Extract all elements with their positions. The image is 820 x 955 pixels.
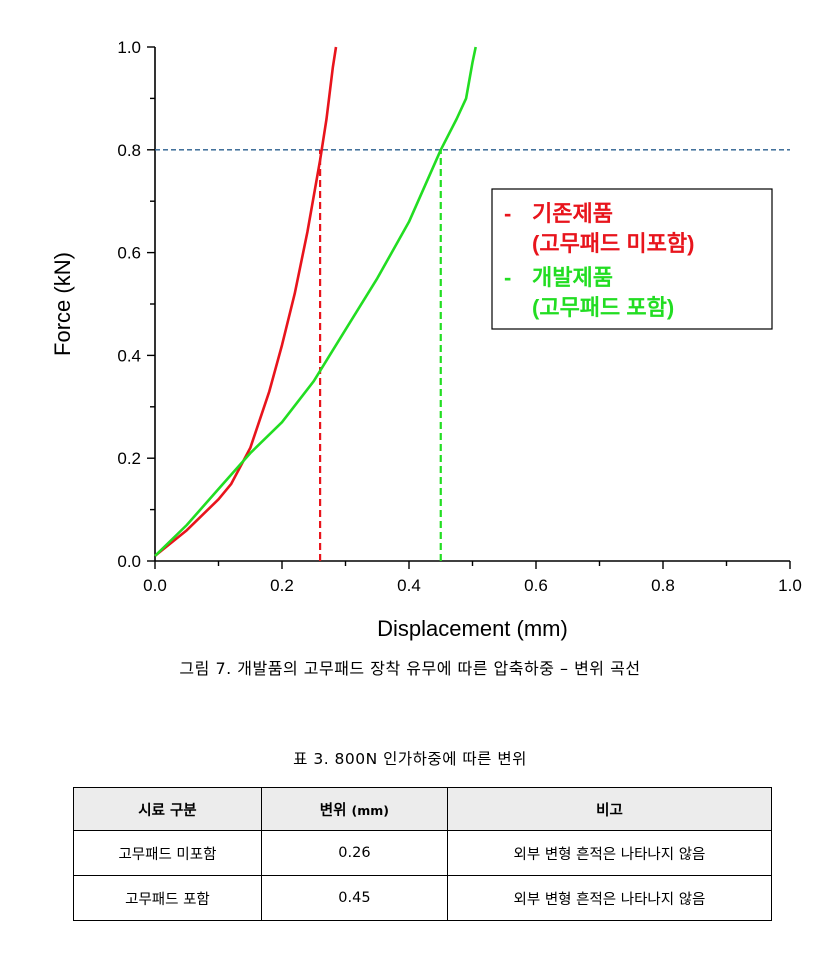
series-line-2: [154, 46, 477, 557]
cell-displacement: 0.26: [260, 830, 448, 876]
y-tick-label: 1.0: [117, 38, 141, 57]
legend-label: 개발제품: [532, 265, 613, 290]
legend-box: [491, 188, 773, 330]
cell-remarks: 외부 변형 흔적은 나타나지 않음: [446, 875, 773, 921]
header-displacement-label: 변위: [319, 802, 347, 819]
x-tick-label: 0.6: [524, 576, 548, 595]
header-remarks: 비고: [446, 787, 773, 831]
header-displacement: 변위 (mm): [260, 787, 448, 831]
figure-caption: 그림 7. 개발품의 고무패드 장착 유무에 따른 압축하중 – 변위 곡선: [179, 659, 641, 678]
table-caption: 표 3. 800N 인가하중에 따른 변위: [293, 750, 527, 768]
header-displacement-unit: (mm): [351, 802, 390, 818]
y-tick-label: 0.6: [117, 244, 141, 263]
table-row: 고무패드 포함 0.45 외부 변형 흔적은 나타나지 않음: [73, 875, 773, 921]
y-tick-label: 0.2: [117, 449, 141, 468]
x-tick-label: 0.4: [397, 576, 421, 595]
legend: - 기존제품(고무패드 미포함)- 개발제품(고무패드 포함): [491, 188, 773, 330]
legend-label-sub: (고무패드 포함): [532, 295, 674, 320]
cell-remarks: 외부 변형 흔적은 나타나지 않음: [446, 830, 773, 876]
series-line-1: [154, 46, 338, 557]
table-row: 고무패드 미포함 0.26 외부 변형 흔적은 나타나지 않음: [73, 830, 773, 876]
displacement-table: 시료 구분 변위 (mm) 비고 고무패드 미포함 0.26 외부 변형 흔적은…: [73, 787, 773, 921]
force-displacement-chart: 0.0 0.2 0.4 0.6 0.8 1.0 0.0 0.2 0.4 0.6 0.8 1.0 Disp…: [50, 38, 802, 641]
cell-sample-type: 고무패드 미포함: [73, 830, 262, 876]
legend-label-sub: (고무패드 미포함): [532, 231, 694, 256]
x-tick-label: 1.0: [778, 576, 802, 595]
cell-sample-type: 고무패드 포함: [73, 875, 262, 921]
x-tick-label: 0.0: [143, 576, 167, 595]
x-tick-label: 0.2: [270, 576, 294, 595]
x-axis-title: Displacement (mm): [377, 616, 568, 641]
legend-dash: -: [504, 201, 511, 226]
y-tick-label: 0.8: [117, 141, 141, 160]
table-header-row: 시료 구분 변위 (mm) 비고: [73, 787, 773, 831]
x-tick-label: 0.8: [651, 576, 675, 595]
plot-area: 0.0 0.2 0.4 0.6 0.8 1.0 0.0 0.2 0.4 0.6 0.8 1.0 Disp…: [50, 38, 802, 641]
legend-dash: -: [504, 265, 511, 290]
legend-label: 기존제품: [532, 201, 613, 226]
y-axis-title: Force (kN): [50, 252, 75, 356]
y-tick-label: 0.0: [117, 552, 141, 571]
y-tick-label: 0.4: [117, 346, 141, 365]
cell-displacement: 0.45: [260, 875, 448, 921]
header-sample-type: 시료 구분: [73, 787, 262, 831]
